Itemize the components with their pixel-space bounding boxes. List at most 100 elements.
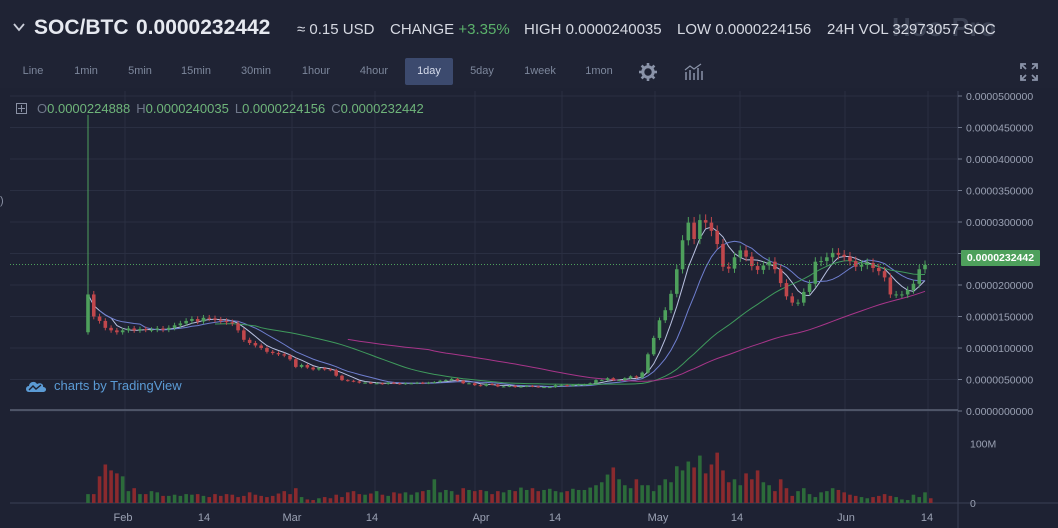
volume-bar [334,494,339,503]
volume-bar [259,495,263,503]
candle-body [767,261,771,266]
price-tick-label: 0.0000100000 [966,343,1033,355]
candle-body [842,254,846,257]
volume-bar [265,497,269,503]
volume-bar [363,494,367,503]
volume-bar [721,470,725,503]
volume-bar [894,497,898,503]
volume-bar [617,479,621,503]
volume-bar [871,497,875,503]
volume-bar [178,495,183,503]
price-chart[interactable]: 0.0000500000 0.0000450000 0.0000400000 0.00… [10,91,1058,528]
candle-body [640,372,644,378]
candle-body [565,385,569,387]
volume-bar [478,489,483,503]
volume-bar [888,495,893,503]
volume-bar [784,488,789,503]
volume-bar [317,498,321,503]
volume-bar [155,492,160,503]
volume-bar [490,494,494,503]
candle-body [380,383,385,385]
side-toggle[interactable]: ) [0,195,4,207]
price-tick-label: 0.0000000000 [966,406,1033,418]
gear-icon[interactable] [638,62,658,82]
volume-bar [213,494,217,503]
interval-4hour[interactable]: 4hour [359,65,389,77]
volume-bar [345,492,350,503]
time-tick-label: Feb [114,512,133,524]
price-tick-label: 0.0000150000 [966,312,1033,324]
volume-bar [790,495,795,503]
fullscreen-icon[interactable] [1019,62,1039,82]
candle-body [247,339,252,343]
candle-body [917,269,922,284]
interval-1hour[interactable]: 1hour [301,65,331,77]
high-value: 0.0000240035 [565,21,662,38]
volume-bar [484,491,489,503]
candle-body [103,320,108,328]
interval-30min[interactable]: 30min [241,65,271,77]
candle-body [848,256,852,262]
candle-body [923,264,927,270]
candle-body [190,319,194,321]
time-tick-label: Jun [837,512,855,524]
l-value: 0.0000224156 [242,101,326,116]
volume-bar [559,492,564,503]
bar-chart-icon[interactable] [683,62,703,82]
candlestick-chart[interactable]: 0.0000500000 0.0000450000 0.0000400000 0.00… [10,91,1058,528]
interval-1week[interactable]: 1week [524,65,556,77]
grid-lines [10,91,958,503]
volume-bar [143,494,148,503]
volume-bar [415,492,419,503]
volume-bar [91,494,96,503]
candle-body [461,380,465,384]
interval-15min[interactable]: 15min [181,65,211,77]
candle-body [698,220,702,240]
interval-5min[interactable]: 5min [128,65,152,77]
candle-body [207,317,212,319]
candle-body [155,328,160,330]
interval-5day[interactable]: 5day [470,65,494,77]
volume-bar [207,497,212,503]
candle-body [138,329,142,331]
candle-body [773,261,777,270]
interval-1mon[interactable]: 1mon [585,65,613,77]
volume-bar [530,488,535,503]
volume-bar [190,494,194,503]
candle-body [778,269,783,284]
candle-body [444,380,448,382]
volume-bar [767,485,771,503]
candle-body [853,261,858,267]
expand-icon[interactable] [16,103,27,114]
candle-body [530,385,535,387]
volume-bar [438,492,442,503]
candle-body [363,382,367,384]
volume-bar [634,479,639,503]
volume-bar [288,494,292,503]
candle-body [807,283,812,292]
volume-bar [524,489,529,503]
volume-bar [744,473,748,503]
volume-bar [732,479,737,503]
candle-body [726,266,731,269]
c-label: C [331,101,341,116]
volume-bar [432,479,437,503]
volume-bar [444,489,448,503]
interval-line[interactable]: Line [22,65,44,77]
candle-body [201,317,206,322]
pair-title[interactable]: SOC/BTC [34,16,129,39]
candle-body [496,384,500,387]
interval-1day[interactable]: 1day [405,58,453,85]
tradingview-link[interactable]: charts by TradingView [24,378,182,393]
candle-body [680,240,685,270]
chart-toolbar: Line 1min 5min 15min 30min 1hour 4hour 1… [0,56,1058,88]
candle-body [178,323,183,326]
interval-1min[interactable]: 1min [74,65,98,77]
volume-bar [923,492,927,503]
volume-bar [253,494,258,503]
volume-bar [686,461,691,503]
change-label: CHANGE [390,21,455,38]
chevron-down-icon[interactable] [12,20,26,34]
volume-bar [692,467,696,503]
candle-body [351,380,356,382]
